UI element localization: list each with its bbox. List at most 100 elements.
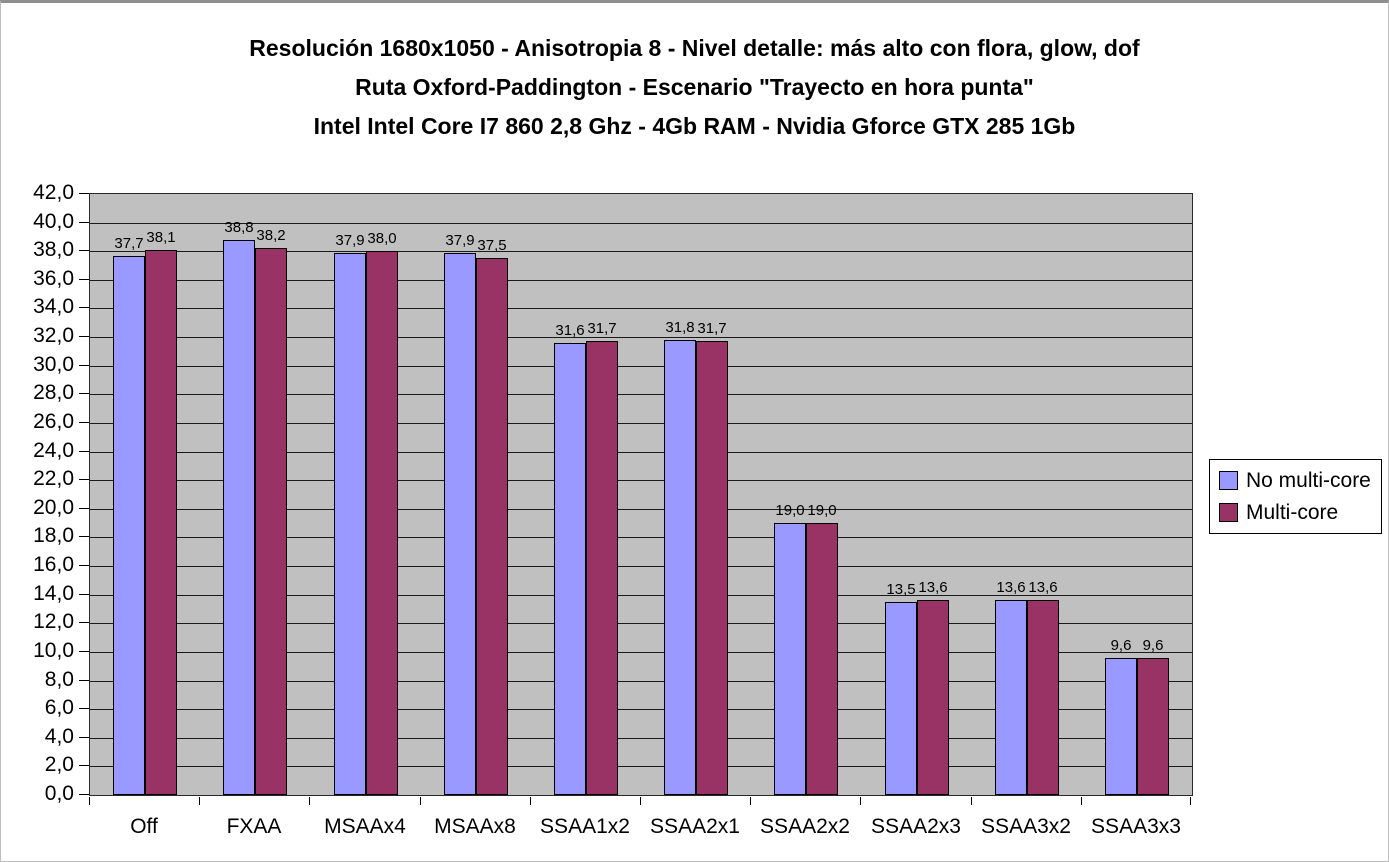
gridline	[90, 594, 1192, 596]
x-axis-category-label: Off	[130, 815, 158, 838]
chart-title-line-3: Intel Intel Core I7 860 2,8 Ghz - 4Gb RA…	[313, 113, 1076, 139]
y-axis-tick-label: 36,0	[33, 267, 74, 290]
legend-item-label: Multi-core	[1246, 501, 1339, 524]
bar-value-label: 37,5	[477, 237, 507, 254]
x-axis-tick	[1081, 797, 1082, 805]
bar-multi-core-ssaa2x1	[696, 341, 728, 795]
bar-multi-core-ssaa2x2	[806, 523, 838, 795]
bar-no-multi-core-off	[113, 256, 145, 795]
gridline	[90, 308, 1192, 310]
y-axis-tick-label: 26,0	[33, 410, 74, 433]
y-axis-tick-label: 42,0	[33, 181, 74, 204]
x-axis-tick	[750, 797, 751, 805]
bar-value-label: 13,6	[918, 579, 948, 596]
bar-no-multi-core-ssaa1x2	[554, 343, 586, 795]
y-axis-tick-label: 24,0	[33, 439, 74, 462]
y-axis-tick	[79, 651, 89, 652]
bar-value-label: 38,1	[146, 229, 176, 246]
y-axis-tick-label: 0,0	[44, 782, 74, 805]
bar-multi-core-ssaa2x3	[917, 600, 949, 795]
bar-multi-core-msaax8	[476, 258, 508, 795]
gridline	[90, 709, 1192, 711]
bar-value-label: 9,6	[1142, 637, 1164, 654]
plot-area: 37,7 38,1 38,8 38,2 37,9 38,0 37,9 37,5 31,6 31,7…	[89, 193, 1193, 796]
legend-item-no-multi-core: No multi-core	[1219, 469, 1373, 492]
gridline	[90, 766, 1192, 768]
y-axis-tick	[79, 422, 89, 423]
y-axis-tick	[79, 479, 89, 480]
x-axis-tick	[420, 797, 421, 805]
gridline	[90, 566, 1192, 568]
gridline	[90, 623, 1192, 625]
y-axis-tick	[79, 451, 89, 452]
x-axis-tick	[971, 797, 972, 805]
x-axis-tick	[199, 797, 200, 805]
y-axis-tick	[79, 594, 89, 595]
gridline	[90, 651, 1192, 653]
bar-multi-core-msaax4	[366, 251, 398, 795]
y-axis-tick	[79, 622, 89, 623]
legend-swatch	[1219, 471, 1238, 490]
chart-title-line-2: Ruta Oxford-Paddington - Escenario "Tray…	[355, 74, 1034, 100]
bar-value-label: 19,0	[807, 502, 837, 519]
bar-multi-core-fxaa	[255, 248, 287, 795]
bar-value-label: 13,6	[996, 579, 1026, 596]
bar-no-multi-core-ssaa3x2	[995, 600, 1027, 795]
y-axis-tick-label: 6,0	[44, 696, 74, 719]
gridline	[90, 737, 1192, 739]
bar-value-label: 19,0	[775, 502, 805, 519]
x-axis-category-label: SSAA1x2	[540, 815, 630, 838]
y-axis-tick	[79, 508, 89, 509]
x-axis-category-label: SSAA3x2	[981, 815, 1071, 838]
x-axis-tick	[530, 797, 531, 805]
bar-no-multi-core-ssaa2x3	[885, 602, 917, 795]
bar-no-multi-core-ssaa2x1	[664, 340, 696, 795]
bar-no-multi-core-fxaa	[223, 240, 255, 795]
legend-item-label: No multi-core	[1246, 469, 1371, 492]
gridline	[90, 537, 1192, 539]
bar-value-label: 37,7	[114, 235, 144, 252]
chart-title: Resolución 1680x1050 - Anisotropia 8 - N…	[1, 29, 1388, 146]
x-axis-category-label: SSAA2x1	[650, 815, 740, 838]
y-axis-tick-label: 16,0	[33, 553, 74, 576]
y-axis-tick-label: 20,0	[33, 496, 74, 519]
bar-multi-core-off	[145, 250, 177, 795]
y-axis-tick	[79, 279, 89, 280]
x-axis-category-label: MSAAx8	[434, 815, 516, 838]
bar-value-label: 38,8	[224, 219, 254, 236]
y-axis-tick	[79, 336, 89, 337]
y-axis-tick-label: 8,0	[44, 668, 74, 691]
bar-value-label: 38,2	[256, 227, 286, 244]
y-axis-tick-label: 18,0	[33, 524, 74, 547]
y-axis: 0,0 2,0 4,0 6,0 8,0 10,0 12,0 14,0 16,0 18,0 20,0 2…	[1, 182, 89, 805]
y-axis-tick-label: 30,0	[33, 353, 74, 376]
y-axis-tick	[79, 307, 89, 308]
bar-no-multi-core-ssaa2x2	[774, 523, 806, 795]
bar-value-label: 31,6	[555, 322, 585, 339]
bar-no-multi-core-msaax4	[334, 253, 366, 795]
chart-title-line-1: Resolución 1680x1050 - Anisotropia 8 - N…	[249, 35, 1140, 61]
gridline	[90, 394, 1192, 396]
bar-value-label: 37,9	[335, 232, 365, 249]
bar-value-label: 31,7	[587, 320, 617, 337]
gridline	[90, 365, 1192, 367]
y-axis-tick-label: 40,0	[33, 210, 74, 233]
bar-value-label: 38,0	[367, 230, 397, 247]
y-axis-tick	[79, 365, 89, 366]
gridline	[90, 451, 1192, 453]
bar-multi-core-ssaa3x2	[1027, 600, 1059, 795]
y-axis-tick	[79, 708, 89, 709]
x-axis-tick	[309, 797, 310, 805]
y-axis-tick	[79, 393, 89, 394]
y-axis-tick-label: 14,0	[33, 582, 74, 605]
gridline	[90, 422, 1192, 424]
y-axis-tick	[79, 765, 89, 766]
y-axis-tick-label: 10,0	[33, 639, 74, 662]
legend: No multi-core Multi-core	[1209, 459, 1382, 534]
y-axis-tick	[79, 250, 89, 251]
gridline	[90, 222, 1192, 224]
legend-item-multi-core: Multi-core	[1219, 501, 1373, 524]
x-axis-tick	[860, 797, 861, 805]
bar-multi-core-ssaa1x2	[586, 341, 618, 795]
